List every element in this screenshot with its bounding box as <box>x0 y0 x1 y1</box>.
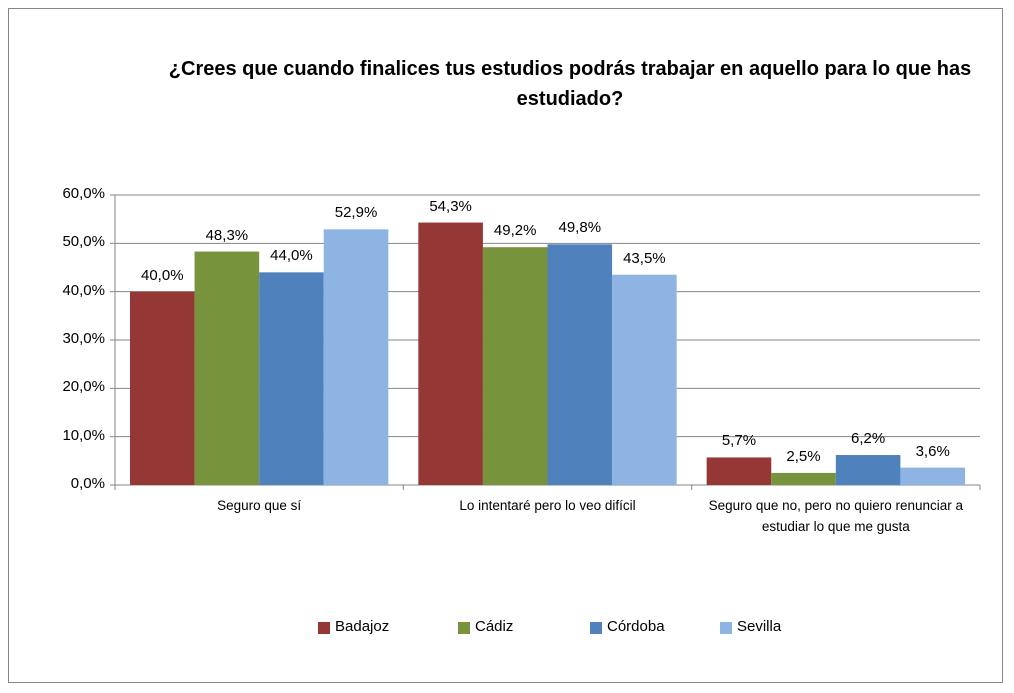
legend-swatch <box>590 622 602 634</box>
bar <box>130 291 195 485</box>
data-label: 5,7% <box>721 432 757 450</box>
legend-label: Córdoba <box>607 618 665 635</box>
bar <box>323 229 389 485</box>
y-tick-label: 60,0% <box>62 185 105 202</box>
data-label: 52,9% <box>334 204 378 222</box>
legend-swatch <box>318 622 330 634</box>
bar <box>259 272 324 485</box>
y-tick-label: 10,0% <box>62 426 105 444</box>
legend-swatch <box>458 622 470 634</box>
data-label: 44,0% <box>270 247 313 265</box>
data-label: 49,8% <box>558 219 602 237</box>
x-tick-label: Lo intentaré pero lo veo difícil <box>459 498 636 513</box>
x-tick-label: Seguro que no, pero no quiero renunciar … <box>708 498 964 534</box>
bar <box>900 467 965 485</box>
y-tick-label: 50,0% <box>62 233 105 251</box>
data-label: 3,6% <box>915 442 950 460</box>
data-label: 40,0% <box>141 266 184 284</box>
data-label: 48,3% <box>205 226 249 244</box>
legend-swatch <box>720 622 732 634</box>
y-tick-label: 30,0% <box>62 330 105 347</box>
bar <box>547 244 613 485</box>
data-label: 2,5% <box>786 447 821 465</box>
y-tick-label: 40,0% <box>62 281 105 299</box>
legend-label: Cádiz <box>475 618 514 635</box>
bar <box>418 222 483 486</box>
bar <box>482 247 548 485</box>
x-tick-label: Seguro que sí <box>217 498 302 513</box>
bar <box>194 251 260 485</box>
y-tick-label: 0,0% <box>70 475 105 492</box>
data-label: 54,3% <box>429 197 472 215</box>
bar <box>706 457 772 485</box>
legend-label: Sevilla <box>737 618 782 635</box>
legend-label: Badajoz <box>335 618 390 635</box>
data-label: 6,2% <box>851 430 886 448</box>
bar <box>612 274 677 485</box>
bar <box>835 455 901 485</box>
chart-border <box>8 8 1003 683</box>
data-label: 49,2% <box>493 222 537 240</box>
chart-title: ¿Crees que cuando finalices tus estudios… <box>168 58 972 110</box>
bar <box>771 472 836 485</box>
data-label: 43,5% <box>623 249 666 267</box>
y-tick-label: 20,0% <box>62 378 105 396</box>
